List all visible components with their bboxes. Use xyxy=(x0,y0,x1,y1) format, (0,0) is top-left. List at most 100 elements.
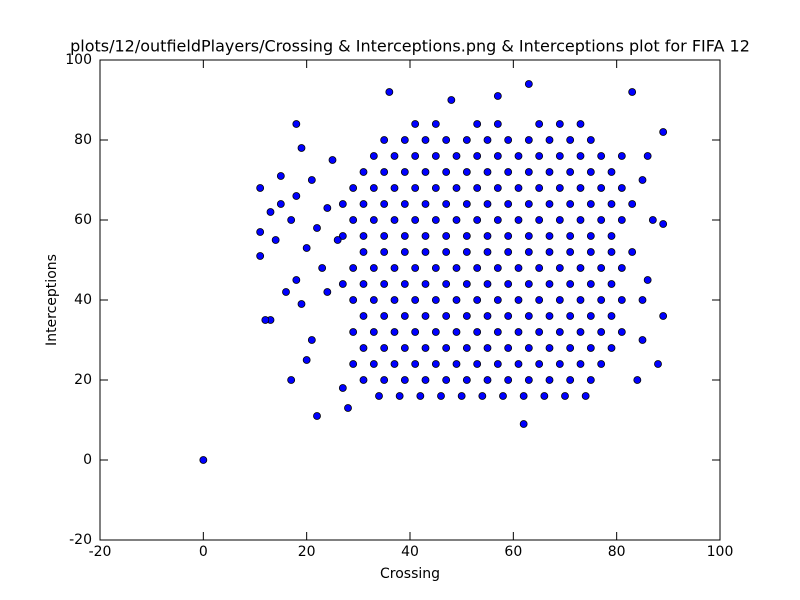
point xyxy=(431,152,440,160)
point xyxy=(519,392,528,400)
point xyxy=(462,168,471,176)
point xyxy=(535,216,544,224)
point xyxy=(473,216,482,224)
point xyxy=(380,376,389,384)
point xyxy=(638,176,647,184)
x-tick-label: 100 xyxy=(707,544,734,560)
point xyxy=(524,136,533,144)
y-tick-label: 40 xyxy=(74,292,92,308)
point xyxy=(493,360,502,368)
point xyxy=(421,280,430,288)
point xyxy=(607,200,616,208)
point xyxy=(349,328,358,336)
point xyxy=(586,232,595,240)
point xyxy=(199,456,208,464)
point xyxy=(586,344,595,352)
point xyxy=(462,248,471,256)
point xyxy=(369,328,378,336)
point xyxy=(359,344,368,352)
point xyxy=(535,360,544,368)
point xyxy=(452,264,461,272)
point xyxy=(633,376,642,384)
point xyxy=(524,376,533,384)
point xyxy=(369,184,378,192)
point xyxy=(545,136,554,144)
point xyxy=(504,376,513,384)
point xyxy=(421,344,430,352)
point xyxy=(411,120,420,128)
point xyxy=(617,152,626,160)
point xyxy=(380,248,389,256)
point xyxy=(307,336,316,344)
point xyxy=(566,280,575,288)
point xyxy=(287,376,296,384)
point xyxy=(442,168,451,176)
point xyxy=(452,328,461,336)
point xyxy=(442,280,451,288)
point xyxy=(390,216,399,224)
point xyxy=(643,152,652,160)
point xyxy=(576,152,585,160)
x-tick-label: 60 xyxy=(504,544,522,560)
point xyxy=(359,232,368,240)
point xyxy=(307,176,316,184)
points xyxy=(199,80,668,464)
point xyxy=(524,80,533,88)
point xyxy=(566,232,575,240)
point xyxy=(462,136,471,144)
point xyxy=(302,356,311,364)
point xyxy=(545,376,554,384)
point xyxy=(581,392,590,400)
point xyxy=(555,120,564,128)
point xyxy=(514,152,523,160)
point xyxy=(266,208,275,216)
point xyxy=(524,312,533,320)
point xyxy=(597,360,606,368)
point xyxy=(292,192,301,200)
point xyxy=(524,168,533,176)
point xyxy=(545,344,554,352)
point xyxy=(411,360,420,368)
point xyxy=(323,288,332,296)
point xyxy=(421,376,430,384)
point xyxy=(473,360,482,368)
point xyxy=(380,280,389,288)
point xyxy=(349,216,358,224)
point xyxy=(493,296,502,304)
point xyxy=(504,344,513,352)
point xyxy=(566,200,575,208)
point xyxy=(545,312,554,320)
point xyxy=(473,184,482,192)
point xyxy=(493,152,502,160)
point xyxy=(607,312,616,320)
point xyxy=(545,248,554,256)
point xyxy=(566,248,575,256)
point xyxy=(524,344,533,352)
point xyxy=(380,200,389,208)
point xyxy=(555,264,564,272)
point xyxy=(349,264,358,272)
point xyxy=(385,88,394,96)
point xyxy=(313,224,321,232)
point xyxy=(333,236,342,244)
point xyxy=(442,248,451,256)
point xyxy=(442,200,451,208)
point xyxy=(576,360,585,368)
point xyxy=(431,216,440,224)
point xyxy=(597,328,606,336)
point xyxy=(390,264,399,272)
point xyxy=(504,312,513,320)
point xyxy=(421,248,430,256)
point xyxy=(369,264,378,272)
point xyxy=(282,288,290,296)
point xyxy=(478,392,487,400)
point xyxy=(597,296,606,304)
point xyxy=(411,296,420,304)
point xyxy=(566,168,575,176)
point xyxy=(555,360,564,368)
point xyxy=(421,168,430,176)
point xyxy=(473,296,482,304)
point xyxy=(493,328,502,336)
point xyxy=(524,280,533,288)
point xyxy=(597,152,606,160)
